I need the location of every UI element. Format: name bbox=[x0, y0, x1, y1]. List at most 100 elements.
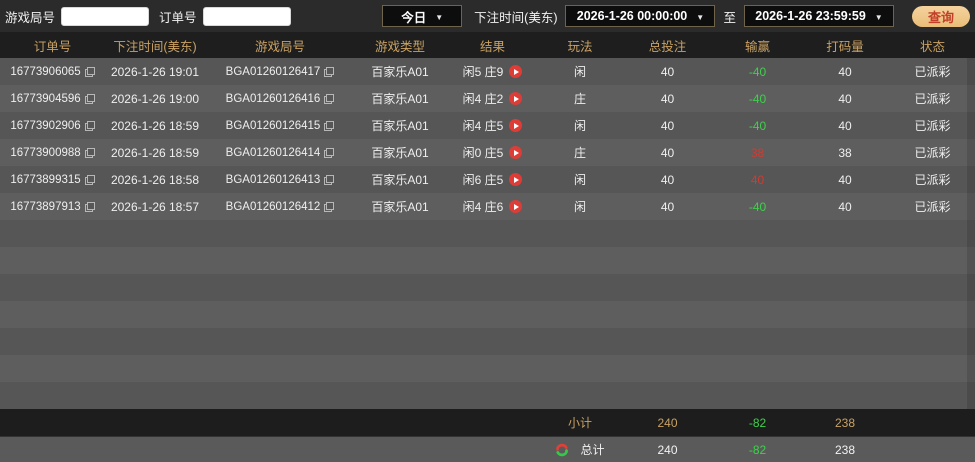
cell-turnover: 40 bbox=[838, 172, 852, 187]
copy-icon[interactable] bbox=[84, 147, 95, 158]
end-time-select[interactable]: 2026-1-26 23:59:59 bbox=[744, 5, 894, 27]
cell-bet-time: 2026-1-26 19:01 bbox=[110, 64, 200, 79]
to-label: 至 bbox=[723, 10, 736, 25]
cell-status: 已派彩 bbox=[914, 119, 951, 133]
copy-icon[interactable] bbox=[324, 147, 335, 158]
chevron-down-icon bbox=[687, 9, 704, 23]
header-order-no: 订单号 bbox=[33, 39, 72, 54]
refresh-icon[interactable] bbox=[555, 443, 569, 457]
chevron-down-icon bbox=[866, 9, 883, 23]
cell-result: 闲0 庄5 bbox=[445, 144, 540, 161]
cell-win-loss: 40 bbox=[750, 172, 765, 187]
chevron-down-icon bbox=[426, 9, 443, 23]
cell-play: 闲 bbox=[573, 200, 586, 214]
cell-bet-time: 2026-1-26 18:58 bbox=[110, 172, 200, 187]
cell-round-no: BGA01260126416 bbox=[205, 93, 355, 105]
copy-icon[interactable] bbox=[84, 174, 95, 185]
cell-round-no: BGA01260126413 bbox=[205, 174, 355, 186]
cell-total-bet: 40 bbox=[660, 91, 675, 106]
order-no-label: 订单号 bbox=[159, 10, 197, 25]
cell-total-bet: 40 bbox=[660, 199, 675, 214]
cell-game-type: 百家乐A01 bbox=[371, 173, 429, 187]
cell-order-no: 16773904596 bbox=[0, 93, 105, 105]
header-play: 玩法 bbox=[567, 39, 593, 54]
cell-order-no: 16773906065 bbox=[0, 66, 105, 78]
subtotal-row: 小计 240 -82 238 bbox=[0, 409, 975, 436]
cell-round-no: BGA01260126417 bbox=[205, 66, 355, 78]
cell-game-type: 百家乐A01 bbox=[371, 92, 429, 106]
cell-turnover: 38 bbox=[838, 145, 852, 160]
cell-total-bet: 40 bbox=[660, 64, 675, 79]
empty-row bbox=[0, 382, 975, 409]
cell-status: 已派彩 bbox=[914, 146, 951, 160]
play-replay-icon[interactable] bbox=[509, 92, 523, 105]
table-row: 16773904596 2026-1-26 19:00 BGA012601264… bbox=[0, 85, 975, 112]
start-time-value: 2026-1-26 00:00:00 bbox=[576, 9, 688, 23]
cell-status: 已派彩 bbox=[914, 65, 951, 79]
cell-turnover: 40 bbox=[838, 91, 852, 106]
cell-play: 庄 bbox=[573, 92, 586, 106]
empty-row bbox=[0, 247, 975, 274]
play-replay-icon[interactable] bbox=[509, 173, 523, 186]
copy-icon[interactable] bbox=[324, 66, 335, 77]
play-replay-icon[interactable] bbox=[509, 65, 523, 78]
search-button[interactable]: 查询 bbox=[912, 5, 970, 27]
cell-play: 庄 bbox=[573, 146, 586, 160]
play-replay-icon[interactable] bbox=[509, 200, 523, 213]
copy-icon[interactable] bbox=[84, 66, 95, 77]
copy-icon[interactable] bbox=[84, 93, 95, 104]
cell-win-loss: -40 bbox=[748, 64, 767, 79]
cell-turnover: 40 bbox=[838, 118, 852, 133]
header-total-bet: 总投注 bbox=[648, 39, 687, 54]
cell-order-no: 16773897913 bbox=[0, 201, 105, 213]
cell-win-loss: -40 bbox=[748, 118, 767, 133]
cell-round-no: BGA01260126412 bbox=[205, 201, 355, 213]
order-no-input[interactable] bbox=[202, 6, 291, 26]
cell-play: 闲 bbox=[573, 173, 586, 187]
play-replay-icon[interactable] bbox=[509, 146, 523, 159]
subtotal-win-loss: -82 bbox=[748, 415, 767, 430]
cell-result: 闲6 庄5 bbox=[445, 171, 540, 188]
start-time-select[interactable]: 2026-1-26 00:00:00 bbox=[565, 5, 716, 27]
header-round-no: 游戏局号 bbox=[254, 39, 305, 54]
cell-turnover: 40 bbox=[838, 64, 852, 79]
cell-play: 闲 bbox=[573, 65, 586, 79]
cell-total-bet: 40 bbox=[660, 118, 675, 133]
cell-bet-time: 2026-1-26 18:57 bbox=[110, 199, 200, 214]
cell-result: 闲4 庄5 bbox=[445, 117, 540, 134]
copy-icon[interactable] bbox=[324, 174, 335, 185]
filter-bar: 游戏局号 订单号 今日 下注时间(美东) 2026-1-26 00:00:00 … bbox=[0, 0, 975, 32]
cell-turnover: 40 bbox=[838, 199, 852, 214]
game-round-input[interactable] bbox=[61, 6, 150, 26]
subtotal-total-bet: 240 bbox=[657, 415, 678, 430]
copy-icon[interactable] bbox=[84, 201, 95, 212]
cell-status: 已派彩 bbox=[914, 173, 951, 187]
cell-round-no: BGA01260126414 bbox=[205, 147, 355, 159]
cell-game-type: 百家乐A01 bbox=[371, 65, 429, 79]
empty-row bbox=[0, 301, 975, 328]
total-label: 总计 bbox=[580, 443, 605, 457]
cell-total-bet: 40 bbox=[660, 172, 675, 187]
play-replay-icon[interactable] bbox=[509, 119, 523, 132]
copy-icon[interactable] bbox=[84, 120, 95, 131]
period-select[interactable]: 今日 bbox=[382, 5, 463, 27]
cell-win-loss: -40 bbox=[748, 199, 767, 214]
table-header: 订单号 下注时间(美东) 游戏局号 游戏类型 结果 玩法 总投注 输赢 打码量 … bbox=[0, 32, 975, 58]
table-row: 16773902906 2026-1-26 18:59 BGA012601264… bbox=[0, 112, 975, 139]
cell-order-no: 16773899315 bbox=[0, 174, 105, 186]
header-game-type: 游戏类型 bbox=[374, 39, 425, 54]
cell-result: 闲5 庄9 bbox=[445, 63, 540, 80]
header-win-loss: 输赢 bbox=[744, 39, 770, 54]
scrollbar-track[interactable] bbox=[967, 58, 975, 409]
copy-icon[interactable] bbox=[324, 201, 335, 212]
copy-icon[interactable] bbox=[324, 93, 335, 104]
header-result: 结果 bbox=[479, 39, 505, 54]
table-row: 16773900988 2026-1-26 18:59 BGA012601264… bbox=[0, 139, 975, 166]
cell-status: 已派彩 bbox=[914, 92, 951, 106]
header-bet-time: 下注时间(美东) bbox=[113, 39, 197, 54]
copy-icon[interactable] bbox=[324, 120, 335, 131]
total-row: 总计 240 -82 238 bbox=[0, 436, 975, 462]
cell-bet-time: 2026-1-26 18:59 bbox=[110, 118, 200, 133]
total-win-loss: -82 bbox=[748, 442, 767, 457]
cell-game-type: 百家乐A01 bbox=[371, 146, 429, 160]
